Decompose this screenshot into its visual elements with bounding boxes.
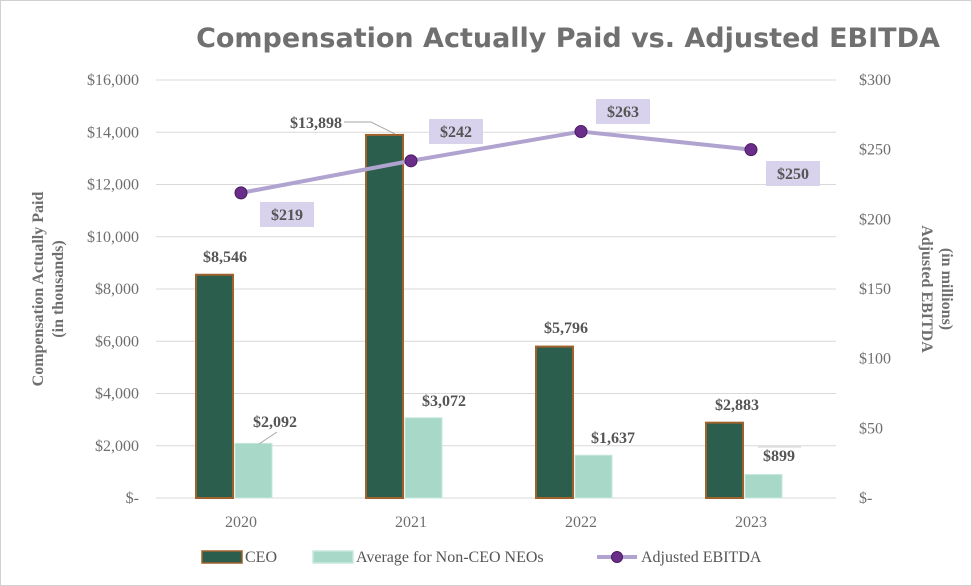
y2-tick-label: $100 — [859, 351, 891, 368]
right-axis-ticks: $- $50 $100 $150 $200 $250 $300 — [859, 72, 891, 507]
ebitda-label-bg — [766, 161, 820, 186]
data-labels: $8,546 $13,898 $5,796 $2,883 $2,092 $3,072 $1,… — [203, 99, 820, 465]
bar-neo — [234, 442, 273, 499]
y-tick-label: $14,000 — [87, 124, 139, 141]
data-label-ceo: $13,898 — [290, 115, 342, 132]
data-label-neo: $1,637 — [591, 430, 635, 447]
bar-ceo — [195, 273, 234, 499]
ebitda-series-line — [240, 129, 752, 195]
y-tick-label: $12,000 — [87, 177, 139, 194]
ebitda-label-bg — [429, 119, 483, 144]
legend-label-neo: Average for Non-CEO NEOs — [356, 549, 544, 566]
chart-title: Compensation Actually Paid vs. Adjusted … — [196, 23, 940, 54]
y2-tick-label: $150 — [859, 281, 891, 298]
y-tick-label: $4,000 — [95, 386, 139, 403]
y2-axis-title: Adjusted EBITDA — [918, 225, 935, 353]
x-axis-ticks: 2020 2021 2022 2023 — [225, 514, 767, 531]
legend: CEO Average for Non-CEO NEOs Adjusted EB… — [201, 549, 762, 566]
y2-axis-subtitle: (in millions) — [938, 248, 955, 330]
ebitda-label-bg — [260, 202, 314, 227]
leader-lines — [258, 121, 801, 448]
legend-swatch-neo — [312, 550, 354, 564]
data-label-ebitda: $242 — [440, 124, 472, 141]
legend-swatch-ceo — [201, 550, 243, 564]
x-tick-label: 2022 — [565, 514, 597, 531]
ebitda-point — [744, 143, 758, 157]
bar-neo — [404, 417, 443, 499]
ebitda-label-bg — [596, 99, 650, 124]
y-axis-subtitle: (in thousands) — [50, 240, 67, 337]
legend-label-ebitda: Adjusted EBITDA — [641, 549, 762, 566]
y-tick-label: $6,000 — [95, 333, 139, 350]
y-tick-label: $- — [126, 490, 139, 507]
y2-tick-label: $300 — [859, 72, 891, 89]
y-tick-label: $2,000 — [95, 438, 139, 455]
bar-neo — [574, 454, 613, 499]
x-tick-label: 2020 — [225, 514, 257, 531]
y2-tick-label: $- — [859, 490, 872, 507]
y-axis-title: Compensation Actually Paid — [30, 192, 47, 387]
leader-neo-2020 — [258, 431, 278, 445]
y2-tick-label: $250 — [859, 142, 891, 159]
data-label-neo: $899 — [763, 448, 795, 465]
y2-tick-label: $200 — [859, 211, 891, 228]
bar-neo — [744, 474, 783, 499]
bar-ceo — [705, 421, 744, 499]
ebitda-point — [574, 125, 588, 139]
left-axis-ticks: $- $2,000 $4,000 $6,000 $8,000 $10,000 $12,000… — [87, 72, 139, 507]
legend-marker-ebitda — [611, 551, 623, 563]
y2-tick-label: $50 — [859, 420, 883, 437]
data-label-ebitda: $219 — [271, 207, 303, 224]
ebitda-line — [234, 125, 758, 200]
y-tick-label: $10,000 — [87, 229, 139, 246]
x-tick-label: 2021 — [395, 514, 427, 531]
leader-ceo-2021 — [344, 121, 396, 135]
data-label-ceo: $2,883 — [715, 397, 759, 414]
data-label-neo: $3,072 — [422, 393, 466, 410]
x-tick-label: 2023 — [735, 514, 767, 531]
bar-ceo — [365, 133, 404, 499]
data-label-ceo: $8,546 — [203, 249, 247, 266]
ebitda-point — [404, 154, 418, 168]
y-tick-label: $16,000 — [87, 72, 139, 89]
data-label-ebitda: $250 — [777, 166, 809, 183]
data-label-neo: $2,092 — [253, 414, 297, 431]
bars — [195, 133, 783, 499]
data-label-ceo: $5,796 — [544, 320, 588, 337]
bar-ceo — [535, 345, 574, 499]
legend-label-ceo: CEO — [245, 549, 277, 566]
y-tick-label: $8,000 — [95, 281, 139, 298]
data-label-ebitda: $263 — [607, 104, 639, 121]
ebitda-point — [234, 186, 248, 200]
